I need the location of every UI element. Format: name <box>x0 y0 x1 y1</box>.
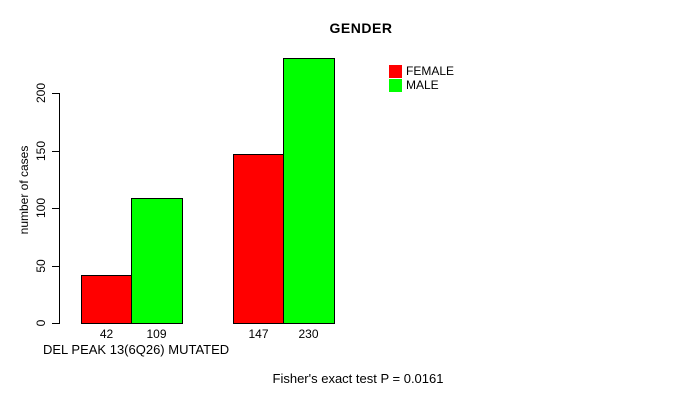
legend-swatch <box>389 65 402 78</box>
y-axis-label: number of cases <box>17 145 31 235</box>
y-tick <box>52 208 60 209</box>
y-tick-label: 100 <box>34 197 48 219</box>
y-tick <box>52 93 60 94</box>
chart-title: GENDER <box>329 20 393 36</box>
y-tick-label: 150 <box>34 140 48 161</box>
bar-value-label: 109 <box>146 327 167 341</box>
bar-male-group2 <box>283 58 335 324</box>
y-tick <box>52 265 60 267</box>
y-tick-label: 50 <box>34 258 48 273</box>
y-tick-label: 0 <box>34 319 48 327</box>
bar-female-group1 <box>81 275 133 324</box>
bar-value-label: 42 <box>99 327 114 341</box>
legend-label: FEMALE <box>406 64 455 78</box>
bar-male-group1 <box>131 198 183 324</box>
bar-value-label: 147 <box>248 327 269 341</box>
bar-female-group2 <box>233 154 285 324</box>
bar-value-label: 230 <box>298 327 319 341</box>
y-tick <box>52 323 60 324</box>
legend-swatch <box>389 79 402 92</box>
category-group-label: DEL PEAK 13(6Q26) MUTATED <box>43 342 230 357</box>
y-tick <box>52 150 60 152</box>
legend-label: MALE <box>406 78 439 92</box>
fisher-test-note: Fisher's exact test P = 0.0161 <box>272 371 444 386</box>
y-tick-label: 200 <box>34 82 48 104</box>
